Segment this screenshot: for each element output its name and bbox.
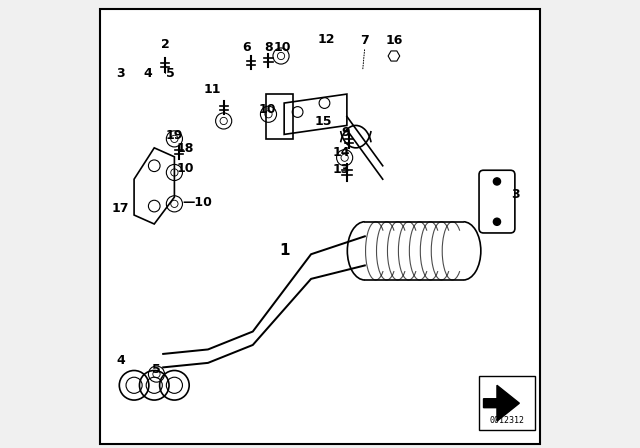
Text: 15: 15 [315,115,332,129]
Text: 13: 13 [333,163,350,176]
Text: 10: 10 [273,40,291,54]
Text: 11: 11 [204,83,221,96]
Text: 18: 18 [177,142,195,155]
Text: 6: 6 [242,40,250,54]
Circle shape [493,178,500,185]
Text: 17: 17 [112,202,129,215]
Text: 14: 14 [333,146,350,159]
Polygon shape [484,385,520,421]
FancyBboxPatch shape [100,9,540,444]
Text: 1: 1 [279,243,289,258]
Text: 4: 4 [143,67,152,81]
Text: 19: 19 [166,129,183,142]
Text: 5: 5 [152,363,161,376]
Text: 4: 4 [116,354,125,367]
FancyBboxPatch shape [479,376,535,430]
Text: —10: —10 [182,196,212,209]
Text: 7: 7 [360,34,369,47]
Text: 3: 3 [116,67,125,81]
Circle shape [493,218,500,225]
Text: 0012312: 0012312 [490,416,525,425]
Text: 2: 2 [161,38,170,52]
Text: 10: 10 [259,103,276,116]
Text: 16: 16 [385,34,403,47]
Text: 10: 10 [177,161,195,175]
Text: 9: 9 [342,125,350,139]
Text: 5: 5 [166,67,174,81]
Text: 12: 12 [318,33,335,46]
Text: 8: 8 [264,40,273,54]
Text: 3: 3 [511,188,520,202]
